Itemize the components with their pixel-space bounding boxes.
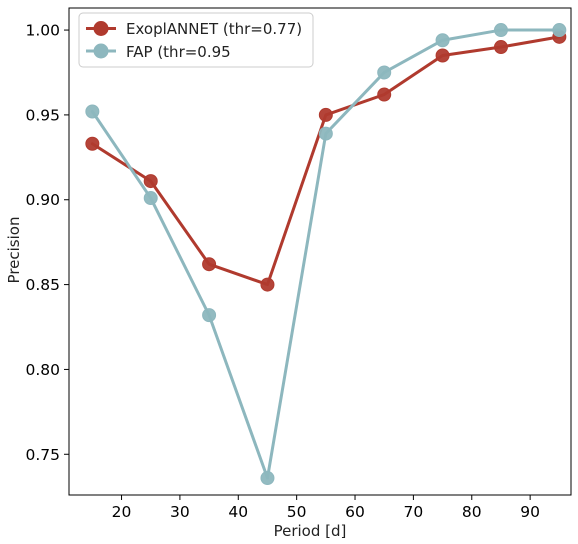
x-tick-label: 70 [404, 503, 424, 521]
plot-frame [68, 7, 572, 496]
series-layer [85, 23, 567, 486]
data-point [202, 257, 217, 272]
data-point [377, 87, 392, 102]
data-point [493, 23, 508, 38]
legend-marker-fap [93, 43, 109, 59]
legend-marker-exoplannet [93, 21, 109, 36]
x-axis-label: Period [d] [274, 522, 347, 540]
x-axis: 20 30 40 50 60 70 80 90 [112, 495, 540, 521]
data-point [435, 48, 450, 63]
x-tick-label: 90 [520, 503, 540, 521]
legend-label-fap: FAP (thr=0.95 [126, 43, 231, 61]
legend-label-exoplannet: ExoplANNET (thr=0.77) [126, 20, 302, 38]
data-point [435, 33, 450, 48]
series-line [90, 28, 561, 480]
data-point [493, 40, 508, 55]
y-axis-label: Precision [5, 217, 23, 284]
y-tick-label: 0.80 [25, 361, 60, 379]
data-point [377, 65, 392, 80]
data-point [202, 308, 217, 323]
y-axis: 0.75 0.80 0.85 0.90 0.95 1.00 [25, 22, 69, 464]
x-tick-label: 20 [112, 503, 132, 521]
y-tick-label: 0.90 [25, 191, 60, 209]
x-tick-label: 40 [228, 503, 248, 521]
data-point [318, 126, 333, 141]
x-tick-label: 80 [462, 503, 482, 521]
plot-border [68, 7, 572, 496]
x-tick-label: 50 [287, 503, 307, 521]
legend-box [78, 12, 314, 68]
x-tick-label: 30 [170, 503, 190, 521]
data-point [143, 191, 158, 206]
x-tick-label: 60 [345, 503, 365, 521]
data-point [552, 23, 567, 38]
y-tick-label: 0.95 [25, 106, 60, 124]
data-point [260, 277, 275, 292]
series-0 [85, 29, 567, 292]
data-point [318, 107, 333, 122]
y-tick-label: 1.00 [25, 22, 60, 40]
series-line [90, 35, 561, 287]
data-point [85, 136, 100, 151]
y-tick-label: 0.85 [25, 276, 60, 294]
data-point [143, 174, 158, 189]
y-tick-label: 0.75 [25, 446, 60, 464]
data-point [85, 104, 100, 119]
series-1 [85, 23, 567, 486]
data-point [260, 471, 275, 486]
legend: ExoplANNET (thr=0.77) FAP (thr=0.95 [78, 12, 314, 68]
